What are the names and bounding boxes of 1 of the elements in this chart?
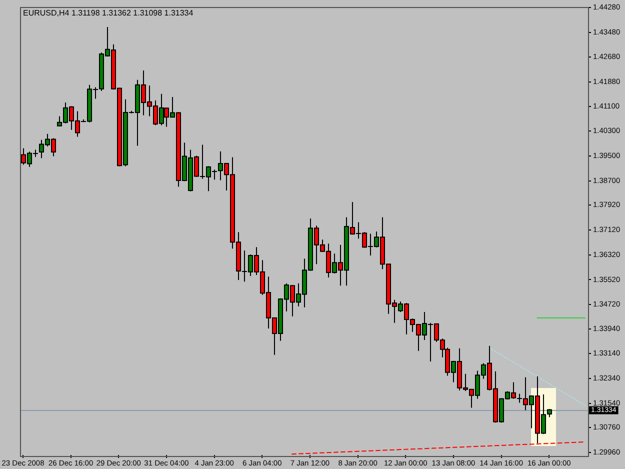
chart-title: EURUSD,H4 1.31198 1.31362 1.31098 1.31334: [23, 8, 194, 18]
